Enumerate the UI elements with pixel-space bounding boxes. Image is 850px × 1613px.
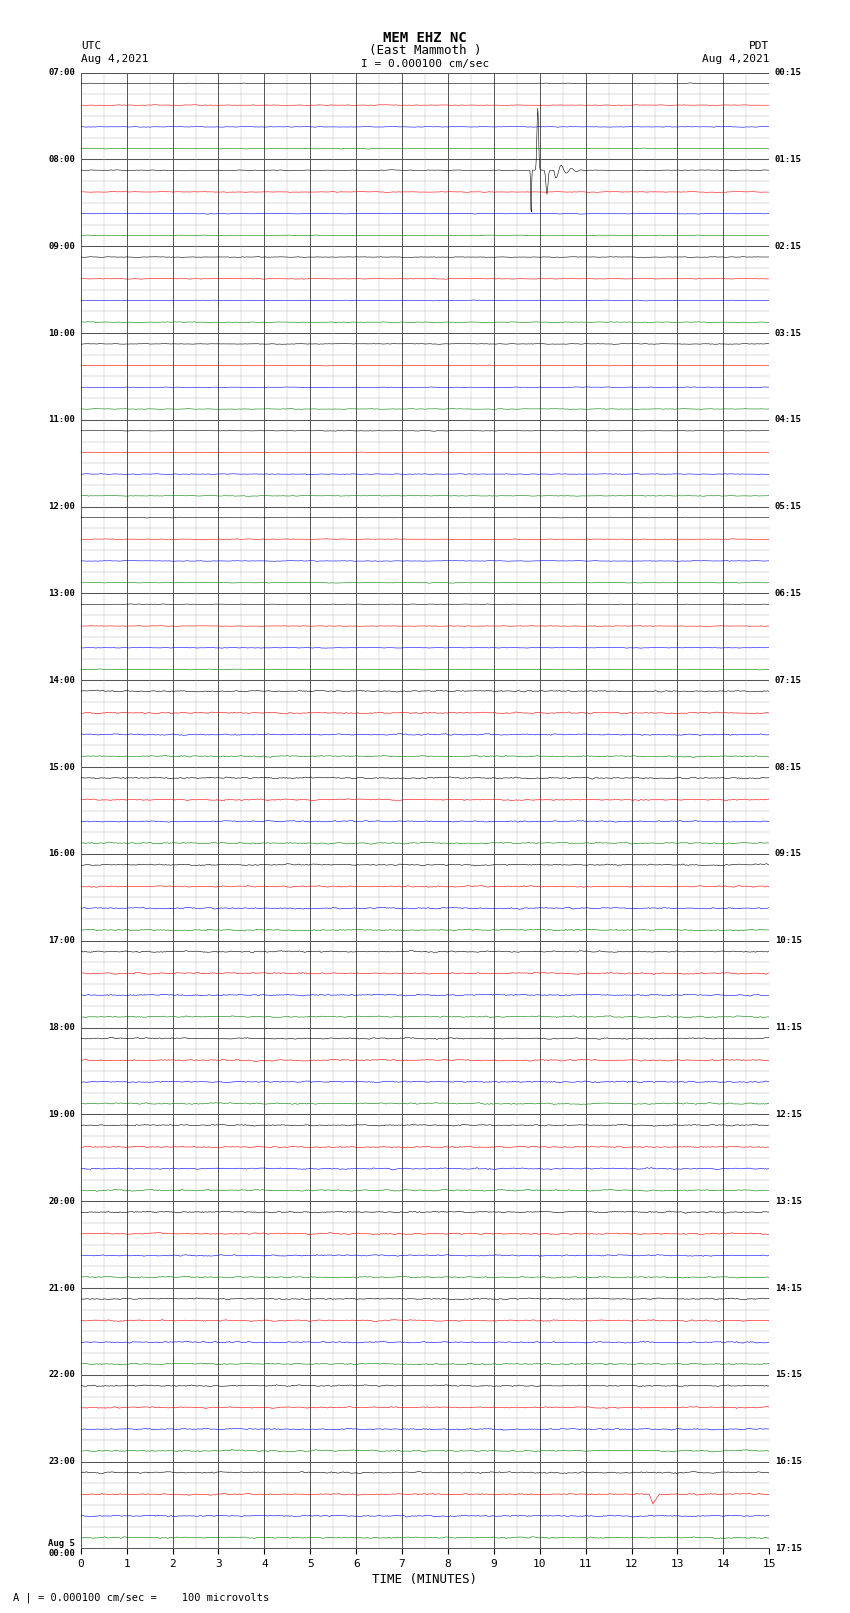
Text: 07:15: 07:15 (774, 676, 802, 686)
Text: 07:00: 07:00 (48, 68, 76, 77)
Text: 12:15: 12:15 (774, 1110, 802, 1119)
Text: 00:15: 00:15 (774, 68, 802, 77)
Text: 13:00: 13:00 (48, 589, 76, 598)
Text: 17:15: 17:15 (774, 1544, 802, 1553)
Text: 01:15: 01:15 (774, 155, 802, 165)
Text: I = 0.000100 cm/sec: I = 0.000100 cm/sec (361, 58, 489, 69)
Text: 17:00: 17:00 (48, 936, 76, 945)
Text: 21:00: 21:00 (48, 1284, 76, 1292)
Text: (East Mammoth ): (East Mammoth ) (369, 44, 481, 58)
Text: A | = 0.000100 cm/sec =    100 microvolts: A | = 0.000100 cm/sec = 100 microvolts (13, 1592, 269, 1603)
Text: 13:15: 13:15 (774, 1197, 802, 1205)
Text: 04:15: 04:15 (774, 416, 802, 424)
Text: Aug 5
00:00: Aug 5 00:00 (48, 1539, 76, 1558)
Text: 20:00: 20:00 (48, 1197, 76, 1205)
Text: 09:15: 09:15 (774, 850, 802, 858)
Text: 09:00: 09:00 (48, 242, 76, 250)
Text: 18:00: 18:00 (48, 1023, 76, 1032)
Text: 03:15: 03:15 (774, 329, 802, 337)
Text: 12:00: 12:00 (48, 502, 76, 511)
Text: 16:15: 16:15 (774, 1457, 802, 1466)
Text: 19:00: 19:00 (48, 1110, 76, 1119)
Text: 22:00: 22:00 (48, 1371, 76, 1379)
Text: 05:15: 05:15 (774, 502, 802, 511)
Text: MEM EHZ NC: MEM EHZ NC (383, 31, 467, 45)
Text: UTC
Aug 4,2021: UTC Aug 4,2021 (81, 40, 148, 63)
Text: 16:00: 16:00 (48, 850, 76, 858)
Text: 15:15: 15:15 (774, 1371, 802, 1379)
Text: 15:00: 15:00 (48, 763, 76, 771)
X-axis label: TIME (MINUTES): TIME (MINUTES) (372, 1573, 478, 1586)
Text: 11:15: 11:15 (774, 1023, 802, 1032)
Text: PDT
Aug 4,2021: PDT Aug 4,2021 (702, 40, 769, 63)
Text: 06:15: 06:15 (774, 589, 802, 598)
Text: 10:15: 10:15 (774, 936, 802, 945)
Text: 11:00: 11:00 (48, 416, 76, 424)
Text: 23:00: 23:00 (48, 1457, 76, 1466)
Text: 08:00: 08:00 (48, 155, 76, 165)
Text: 14:15: 14:15 (774, 1284, 802, 1292)
Text: 02:15: 02:15 (774, 242, 802, 250)
Text: 08:15: 08:15 (774, 763, 802, 771)
Text: 14:00: 14:00 (48, 676, 76, 686)
Text: 10:00: 10:00 (48, 329, 76, 337)
